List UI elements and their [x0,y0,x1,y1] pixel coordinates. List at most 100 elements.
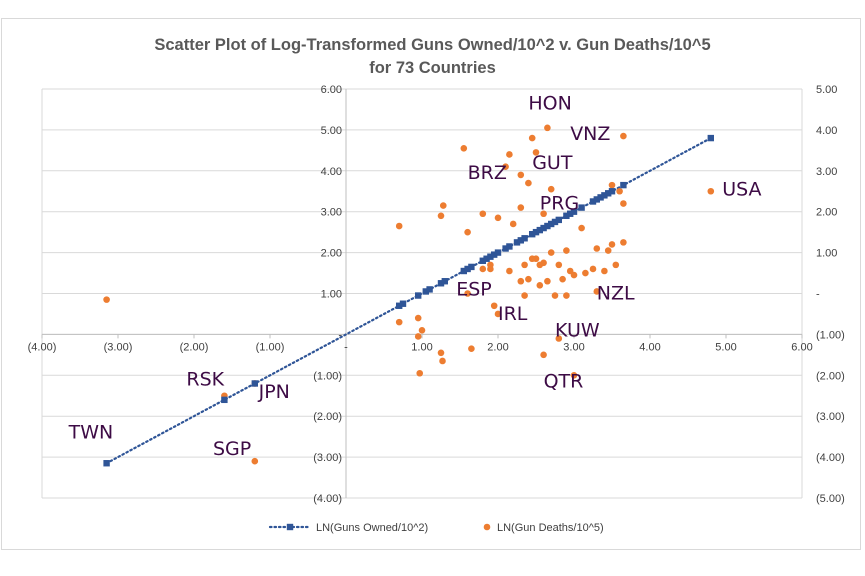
y2-tick-label: 5.00 [816,84,837,96]
guns-owned-point [620,181,627,189]
gun-deaths-point [620,239,627,246]
gun-deaths-point [555,335,563,342]
gun-deaths-point [608,181,616,189]
country-label-irl: IRL [498,303,528,325]
country-label-vnz: VNZ [570,123,610,145]
y2-tick-label: 3.00 [816,166,837,178]
guns-owned-point [251,380,258,387]
guns-owned-point [551,218,559,226]
gun-deaths-point [414,333,422,340]
gun-deaths-point [517,204,525,211]
chart-title: Scatter Plot of Log-Transformed Guns Own… [0,34,865,80]
y2-tick-label: (3.00) [816,411,845,423]
guns-owned-point [589,198,597,205]
guns-owned-point [415,292,422,299]
x-tick-label: - [344,341,348,353]
chart-title-line-1: Scatter Plot of Log-Transformed Guns Own… [154,36,711,54]
gun-deaths-point [593,288,601,295]
gun-deaths-point [707,187,715,195]
gun-deaths-point [506,151,513,158]
gun-deaths-point [551,292,559,299]
guns-owned-point [605,190,612,197]
gun-deaths-point [544,277,551,285]
gun-deaths-point [479,210,487,218]
country-label-gut: GUT [532,152,573,174]
gun-deaths-point [555,261,563,269]
chart-title-line-2: for 73 Countries [369,59,496,77]
gun-deaths-point [517,277,525,285]
guns-owned-point [460,267,467,275]
gun-deaths-point [464,228,471,236]
gun-deaths-point [532,149,540,156]
gun-deaths-point [502,163,509,171]
y-tick-label: (3.00) [313,452,342,464]
guns-owned-point [437,280,445,287]
country-label-prg: PRG [540,193,579,215]
guns-owned-point [103,460,110,467]
x-tick-label: (3.00) [104,341,133,353]
gun-deaths-point [570,372,578,379]
gun-deaths-point [416,369,424,377]
y2-tick-label: 1.00 [816,248,837,260]
gun-deaths-point [593,245,601,252]
gun-deaths-point [506,267,513,275]
guns-owned-point [707,134,714,142]
gun-deaths-point [494,214,502,222]
gun-deaths-point [395,318,403,326]
guns-owned-point [513,239,521,246]
y2-tick-label: (1.00) [816,329,845,341]
gun-deaths-point [439,202,447,209]
gun-deaths-point [547,185,555,193]
gun-deaths-point [487,261,494,269]
x-tick-label: 6.00 [791,341,812,353]
guns-owned-series [103,134,714,467]
guns-owned-point [578,204,585,211]
gun-deaths-point [521,261,528,269]
gun-deaths-point [540,210,547,218]
y-tick-label: - [338,329,342,341]
y-tick-label: 1.00 [321,289,342,301]
gun-deaths-point [616,187,623,195]
y2-tick-label: 2.00 [816,207,837,219]
gun-deaths-point [460,145,468,152]
y-tick-label: 4.00 [321,166,342,178]
gun-deaths-point [418,327,426,334]
gun-deaths-point [620,200,627,207]
gun-deaths-point [494,310,502,318]
gun-deaths-point [578,224,585,232]
gun-deaths-point [525,179,532,187]
gun-deaths-point [563,292,570,299]
x-tick-label: (4.00) [28,341,57,353]
gun-deaths-point [612,261,620,269]
gun-deaths-point [517,171,525,179]
gun-deaths-point [437,212,445,220]
x-tick-label: 2.00 [487,341,508,353]
gun-deaths-point [604,247,612,254]
guns-owned-point [597,194,604,201]
gun-deaths-point [570,271,578,279]
guns-owned-point [464,265,471,273]
y2-tick-label: (2.00) [816,370,845,382]
y2-tick-label: - [816,289,820,301]
country-label-qtr: QTR [544,371,584,393]
axes [41,89,803,498]
x-tick-label: 5.00 [715,341,736,353]
y-tick-label: (1.00) [313,370,342,382]
gun-deaths-point [103,296,110,303]
country-label-nzl: NZL [597,283,635,305]
legend: LN(Guns Owned/10^2) LN(Gun Deaths/10^5) [268,522,604,534]
gun-deaths-point [582,269,589,277]
guns-owned-point [548,220,555,228]
gun-deaths-point [251,457,259,465]
guns-owned-point [570,208,578,215]
gun-deaths-point [490,302,498,310]
legend-marker-guns [286,523,294,531]
guns-owned-point [601,192,608,199]
guns-owned-point [555,216,562,224]
gun-deaths-point [540,259,547,267]
guns-owned-point [441,278,448,285]
chart-frame [1,18,861,550]
x-tick-label: 3.00 [563,341,584,353]
legend-marker-deaths [483,523,491,531]
